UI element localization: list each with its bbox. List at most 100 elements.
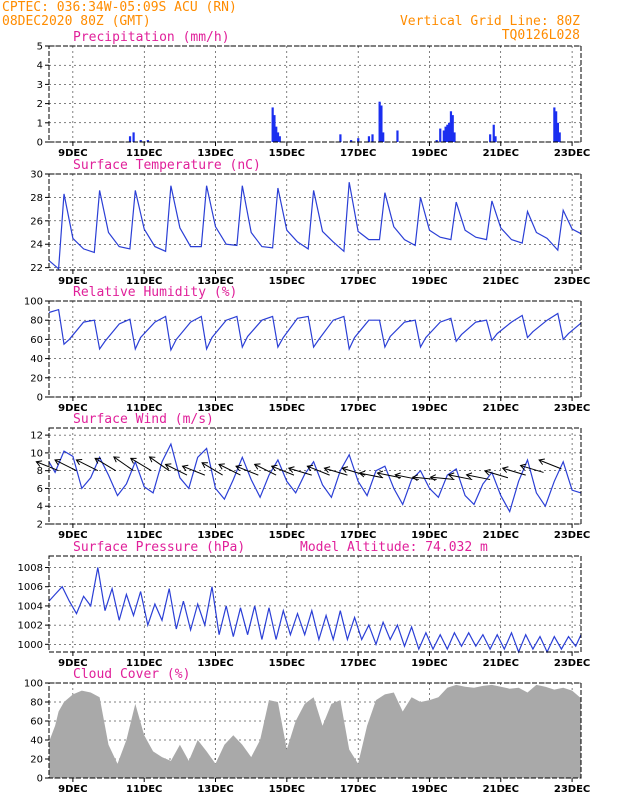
- cloud-cover-xtick-label: 23DEC: [554, 784, 590, 795]
- wind-arrow-head: [253, 463, 261, 470]
- precipitation-ytick-label: 1: [37, 118, 43, 129]
- precipitation-title: Precipitation (mm/h): [73, 30, 230, 45]
- pressure-ytick-label: 1006: [18, 582, 43, 593]
- wind-arrow-head: [501, 466, 509, 473]
- wind-arrow: [149, 456, 170, 472]
- panel-pressure: Surface Pressure (hPa) Model Altitude: 74…: [18, 540, 591, 669]
- cloud-cover-xtick-label: 13DEC: [197, 784, 233, 795]
- wind-arrow-head: [323, 466, 331, 473]
- pressure-xtick-label: 11DEC: [126, 658, 162, 669]
- pressure-annotation: Model Altitude: 74.032 m: [300, 540, 488, 555]
- temperature-xtick-label: 13DEC: [197, 276, 233, 287]
- wind-arrow-head: [411, 474, 419, 482]
- precipitation-bar: [271, 107, 274, 142]
- wind-line: [48, 442, 582, 514]
- wind-arrow-head: [270, 464, 278, 472]
- temperature-xtick-label: 21DEC: [483, 276, 519, 287]
- humidity-xtick-label: 13DEC: [197, 403, 233, 414]
- wind-arrow: [36, 461, 59, 472]
- cloud-cover-ytick-label: 100: [24, 679, 43, 690]
- temperature-title: Surface Temperature (nC): [73, 158, 261, 173]
- cloud-cover-ytick-label: 40: [30, 736, 43, 747]
- wind-arrow: [359, 472, 384, 479]
- humidity-ytick-label: 40: [30, 354, 43, 365]
- temperature-ytick-label: 30: [30, 170, 43, 181]
- humidity-frame: [48, 300, 582, 398]
- cloud-cover-xtick-label: 11DEC: [126, 784, 162, 795]
- cloud-cover-ytick-label: 20: [30, 755, 43, 766]
- wind-arrow: [130, 457, 152, 472]
- precipitation-ytick-label: 2: [37, 99, 43, 110]
- pressure-ytick-label: 1002: [18, 621, 43, 632]
- precipitation-bar: [442, 130, 445, 142]
- wind-xtick-label: 15DEC: [269, 530, 305, 541]
- precipitation-bar: [378, 101, 381, 142]
- header-grid-line: Vertical Grid Line: 80Z: [400, 14, 580, 29]
- pressure-xtick-label: 19DEC: [411, 658, 447, 669]
- wind-arrow-head: [287, 466, 295, 473]
- wind-arrow-head: [94, 457, 101, 464]
- wind-arrow: [430, 476, 455, 481]
- wind-arrow-head: [129, 457, 137, 464]
- wind-xtick-label: 11DEC: [126, 530, 162, 541]
- cloud-cover-xtick-label: 15DEC: [269, 784, 305, 795]
- wind-xtick-label: 17DEC: [340, 530, 376, 541]
- wind-arrow-head: [376, 470, 384, 478]
- cloud-cover-area: [49, 684, 581, 778]
- precipitation-bar: [273, 115, 276, 142]
- humidity-ytick-label: 60: [30, 335, 43, 346]
- precipitation-ytick-label: 3: [37, 80, 43, 91]
- wind-frame: [48, 427, 582, 525]
- humidity-line: [48, 308, 582, 352]
- wind-arrow-head: [235, 464, 242, 472]
- wind-arrow-head: [35, 460, 43, 467]
- cloud-cover-ytick-label: 0: [37, 774, 43, 785]
- cloud-cover-frame: [48, 682, 582, 779]
- precipitation-bar: [382, 132, 385, 142]
- wind-arrow-head: [358, 470, 366, 478]
- precipitation-bar: [278, 136, 281, 142]
- cloud-cover-title: Cloud Cover (%): [73, 667, 190, 682]
- wind-arrow-head: [394, 472, 401, 480]
- temperature-xtick-label: 19DEC: [411, 276, 447, 287]
- precipitation-ytick-label: 5: [37, 42, 43, 53]
- precipitation-bar: [489, 134, 492, 142]
- wind-ytick-label: 2: [37, 520, 43, 531]
- temperature-ytick-label: 28: [30, 193, 43, 204]
- panel-wind: Surface Wind (m/s) 2 4 6 8 10 12 9DEC 11DEC 13DEC…: [30, 412, 590, 541]
- pressure-xtick-label: 21DEC: [483, 658, 519, 669]
- pressure-frame: [48, 555, 582, 653]
- precipitation-bar: [350, 140, 353, 142]
- wind-arrow-head: [341, 466, 349, 473]
- wind-arrow: [288, 467, 312, 476]
- wind-arrow-head: [148, 456, 156, 463]
- humidity-xtick-label: 9DEC: [58, 403, 87, 414]
- temperature-xtick-label: 9DEC: [58, 276, 87, 287]
- humidity-ytick-label: 20: [30, 373, 43, 384]
- wind-arrow: [271, 465, 295, 476]
- wind-ytick-label: 4: [37, 502, 43, 513]
- wind-arrow: [76, 459, 99, 472]
- header-date: 08DEC2020 80Z (GMT): [2, 14, 151, 29]
- humidity-xtick-label: 15DEC: [269, 403, 305, 414]
- humidity-xtick-label: 23DEC: [554, 403, 590, 414]
- humidity-xtick-label: 19DEC: [411, 403, 447, 414]
- wind-arrow: [448, 474, 473, 481]
- pressure-xtick-label: 13DEC: [197, 658, 233, 669]
- wind-arrow-head: [164, 463, 172, 470]
- wind-arrow: [502, 467, 526, 476]
- precipitation-xtick-label: 13DEC: [197, 148, 233, 159]
- cloud-cover-xtick-label: 17DEC: [340, 784, 376, 795]
- humidity-xtick-label: 21DEC: [483, 403, 519, 414]
- precipitation-bar: [444, 126, 447, 142]
- wind-arrow: [201, 462, 223, 476]
- panels: Precipitation (mm/h) 0 1 2 3 4 5 9DEC 11DEC 13DEC…: [18, 30, 591, 795]
- cloud-cover-ytick-label: 80: [30, 698, 43, 709]
- wind-arrow: [94, 457, 116, 472]
- wind-arrow-head: [465, 472, 473, 480]
- wind-arrow-head: [447, 472, 455, 480]
- precipitation-bar: [556, 122, 560, 142]
- precipitation-bar: [380, 105, 383, 142]
- pressure-ytick-label: 1008: [18, 563, 43, 574]
- pressure-ytick-label: 1004: [18, 601, 43, 612]
